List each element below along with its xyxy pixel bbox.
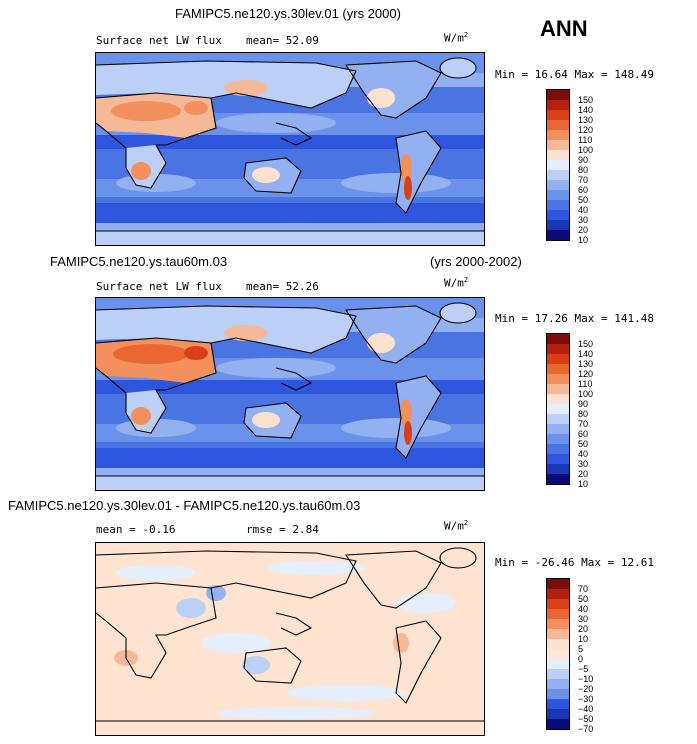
cbar2-label: 100	[578, 389, 594, 399]
cbar1-label: 90	[578, 155, 589, 165]
cbar2-label: 120	[578, 369, 594, 379]
panel3-case-title: FAMIPC5.ne120.ys.30lev.01 - FAMIPC5.ne12…	[8, 498, 361, 513]
cbar1-label: 30	[578, 215, 589, 225]
panel1-map	[95, 52, 485, 246]
cbar2-label: 150	[578, 339, 594, 349]
cbar2-label: 50	[578, 439, 589, 449]
cbar2-label: 140	[578, 349, 594, 359]
cbar3-label: −20	[578, 684, 594, 694]
cbar2-label: 10	[578, 479, 589, 489]
panel3-map	[95, 542, 485, 736]
cbar1-label: 140	[578, 105, 594, 115]
panel3-units: W/m2	[444, 519, 469, 533]
cbar1-label: 50	[578, 195, 589, 205]
panel1-minmax: Min = 16.64 Max = 148.49	[495, 68, 654, 81]
panel2-years: (yrs 2000-2002)	[430, 254, 522, 269]
cbar1-label: 130	[578, 115, 594, 125]
panel2-colorbar	[546, 333, 570, 485]
panel1-mean: mean= 52.09	[246, 34, 319, 47]
cbar2-label: 70	[578, 419, 589, 429]
panel3-rmse: rmse = 2.84	[246, 523, 319, 536]
cbar2-label: 90	[578, 399, 589, 409]
cbar3-label: −30	[578, 694, 594, 704]
cbar1-label: 100	[578, 145, 594, 155]
cbar2-label: 20	[578, 469, 589, 479]
cbar3-label: 0	[578, 654, 584, 664]
cbar1-label: 150	[578, 95, 594, 105]
cbar2-label: 60	[578, 429, 589, 439]
panel2-field-label: Surface net LW flux	[96, 280, 222, 293]
cbar3-label: 70	[578, 584, 589, 594]
panel1-field-label: Surface net LW flux	[96, 34, 222, 47]
cbar3-label: −50	[578, 714, 594, 724]
cbar1-label: 10	[578, 235, 589, 245]
panel2-case-title: FAMIPC5.ne120.ys.tau60m.03	[50, 254, 228, 269]
cbar3-label: −10	[578, 674, 594, 684]
cbar3-label: 20	[578, 624, 589, 634]
panel3-colorbar	[546, 578, 570, 730]
cbar2-label: 40	[578, 449, 589, 459]
cbar1-label: 120	[578, 125, 594, 135]
cbar3-label: 30	[578, 614, 589, 624]
panel2-units: W/m2	[444, 276, 469, 290]
cbar2-label: 80	[578, 409, 589, 419]
panel3-mean: mean = -0.16	[96, 523, 176, 536]
panel1-units: W/m2	[444, 31, 469, 45]
cbar3-label: 40	[578, 604, 589, 614]
panel3-minmax: Min = -26.46 Max = 12.61	[495, 556, 654, 569]
panel2-map	[95, 297, 485, 491]
cbar3-label: 5	[578, 644, 584, 654]
cbar2-label: 130	[578, 359, 594, 369]
season-label: ANN	[540, 16, 588, 41]
cbar3-label: 10	[578, 634, 589, 644]
cbar3-label: −40	[578, 704, 594, 714]
cbar1-label: 110	[578, 135, 593, 145]
cbar1-label: 70	[578, 175, 589, 185]
panel2-mean: mean= 52.26	[246, 280, 319, 293]
cbar1-label: 20	[578, 225, 589, 235]
panel1-colorbar	[546, 89, 570, 241]
cbar3-label: −70	[578, 724, 594, 734]
cbar1-label: 60	[578, 185, 589, 195]
panel1-case-title: FAMIPC5.ne120.ys.30lev.01 (yrs 2000)	[175, 6, 401, 21]
cbar1-label: 80	[578, 165, 589, 175]
panel2-minmax: Min = 17.26 Max = 141.48	[495, 312, 654, 325]
cbar2-label: 110	[578, 379, 593, 389]
cbar3-label: −5	[578, 664, 589, 674]
cbar1-label: 40	[578, 205, 589, 215]
cbar2-label: 30	[578, 459, 589, 469]
cbar3-label: 50	[578, 594, 589, 604]
